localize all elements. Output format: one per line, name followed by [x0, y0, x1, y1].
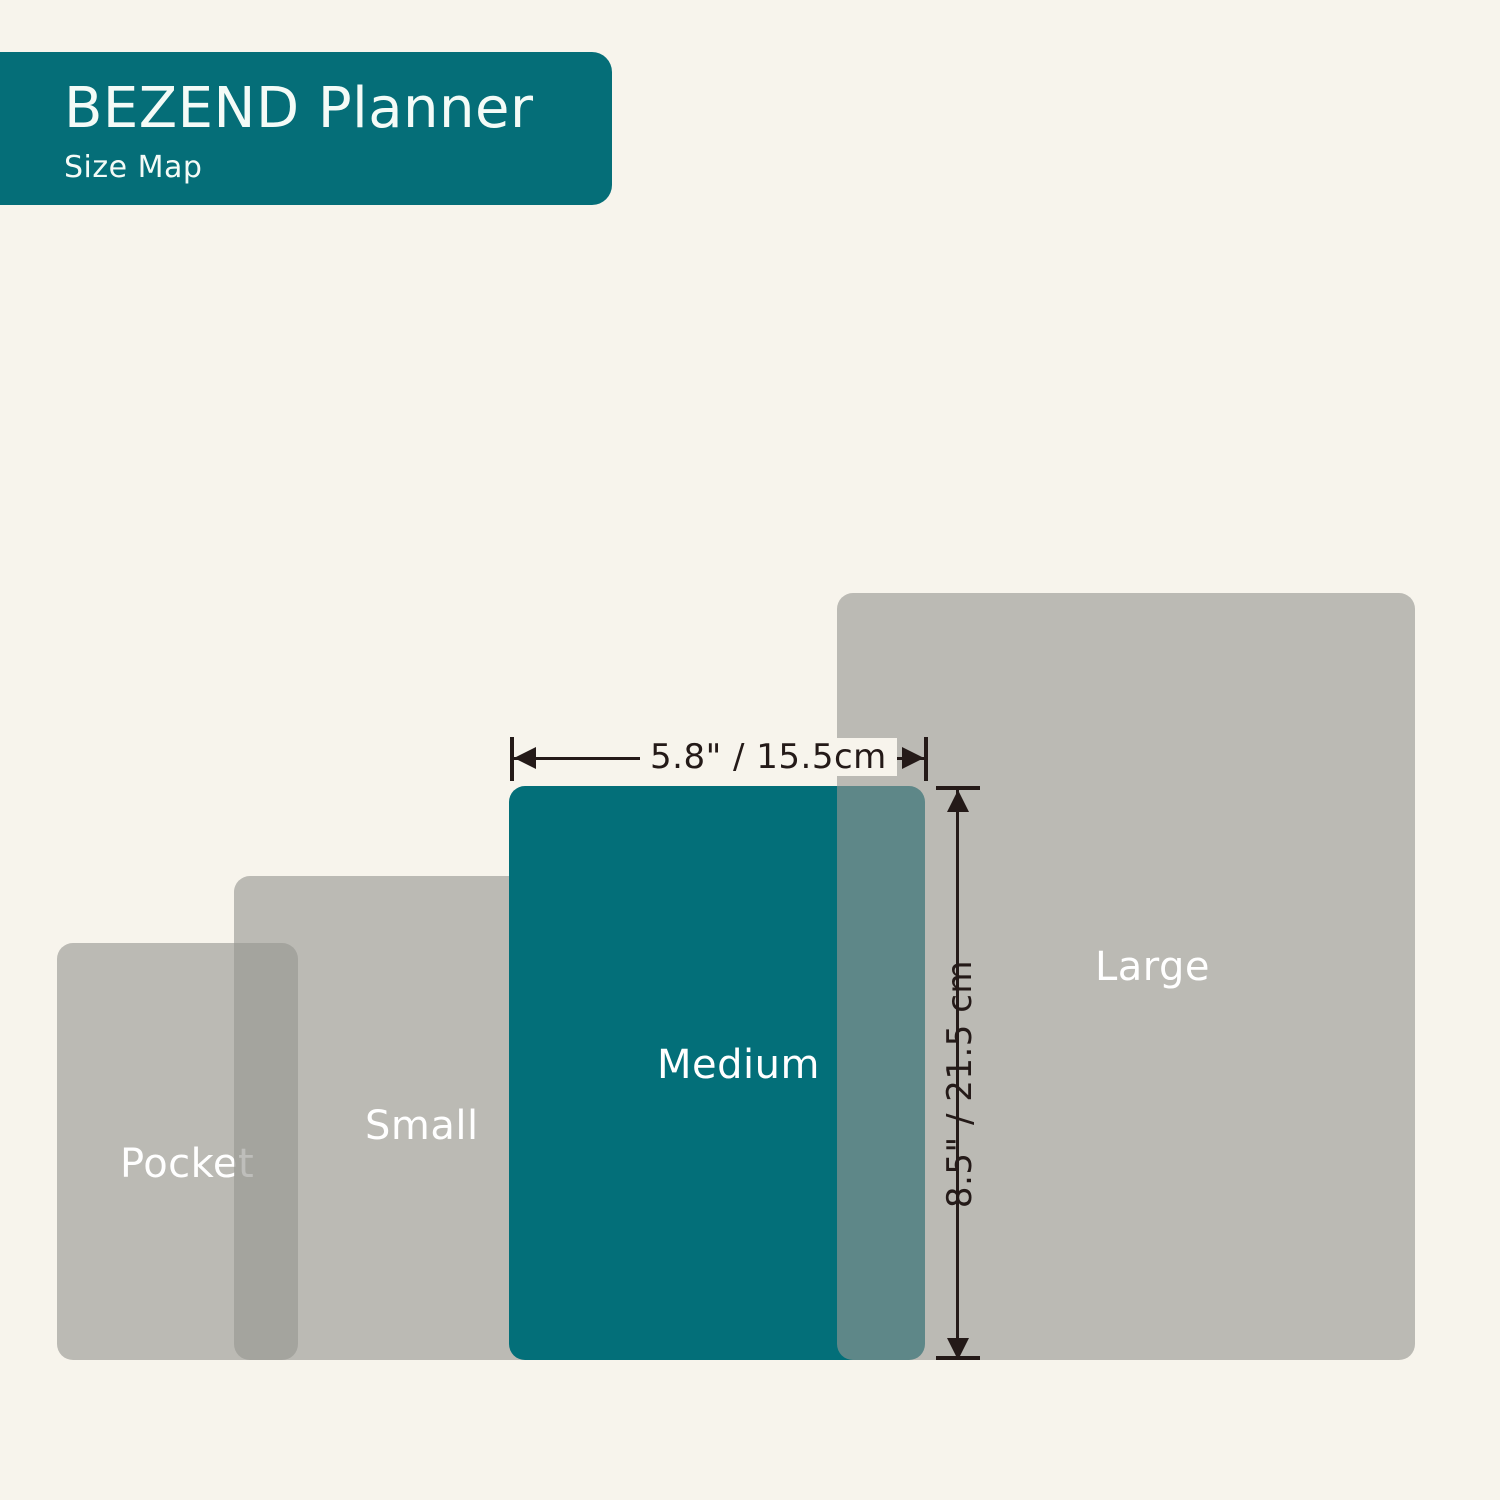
width-dimension-arrow-right	[902, 747, 924, 769]
height-dimension-tick-top	[936, 786, 980, 790]
width-dimension-tick-right	[924, 737, 928, 781]
page-title: BEZEND Planner	[64, 76, 534, 141]
size-rect-pocket-label: Pocket	[120, 1141, 255, 1187]
height-dimension-line	[956, 790, 959, 1360]
size-rect-large-label: Large	[1095, 944, 1211, 990]
size-rect-small-label: Small	[365, 1103, 479, 1149]
height-dimension-label: 8.5" / 21.5 cm	[940, 959, 980, 1209]
page-subtitle: Size Map	[64, 150, 203, 185]
height-dimension-arrow-bottom	[947, 1338, 969, 1360]
width-dimension-label: 5.8" / 15.5cm	[640, 738, 897, 776]
header-badge: BEZEND Planner Size Map	[0, 52, 612, 205]
width-dimension-tick-left	[510, 737, 514, 781]
height-dimension-arrow-top	[947, 790, 969, 812]
size-rect-medium-label: Medium	[657, 1042, 820, 1088]
width-dimension-arrow-left	[514, 747, 536, 769]
size-rect-large[interactable]: Large	[837, 593, 1415, 1360]
